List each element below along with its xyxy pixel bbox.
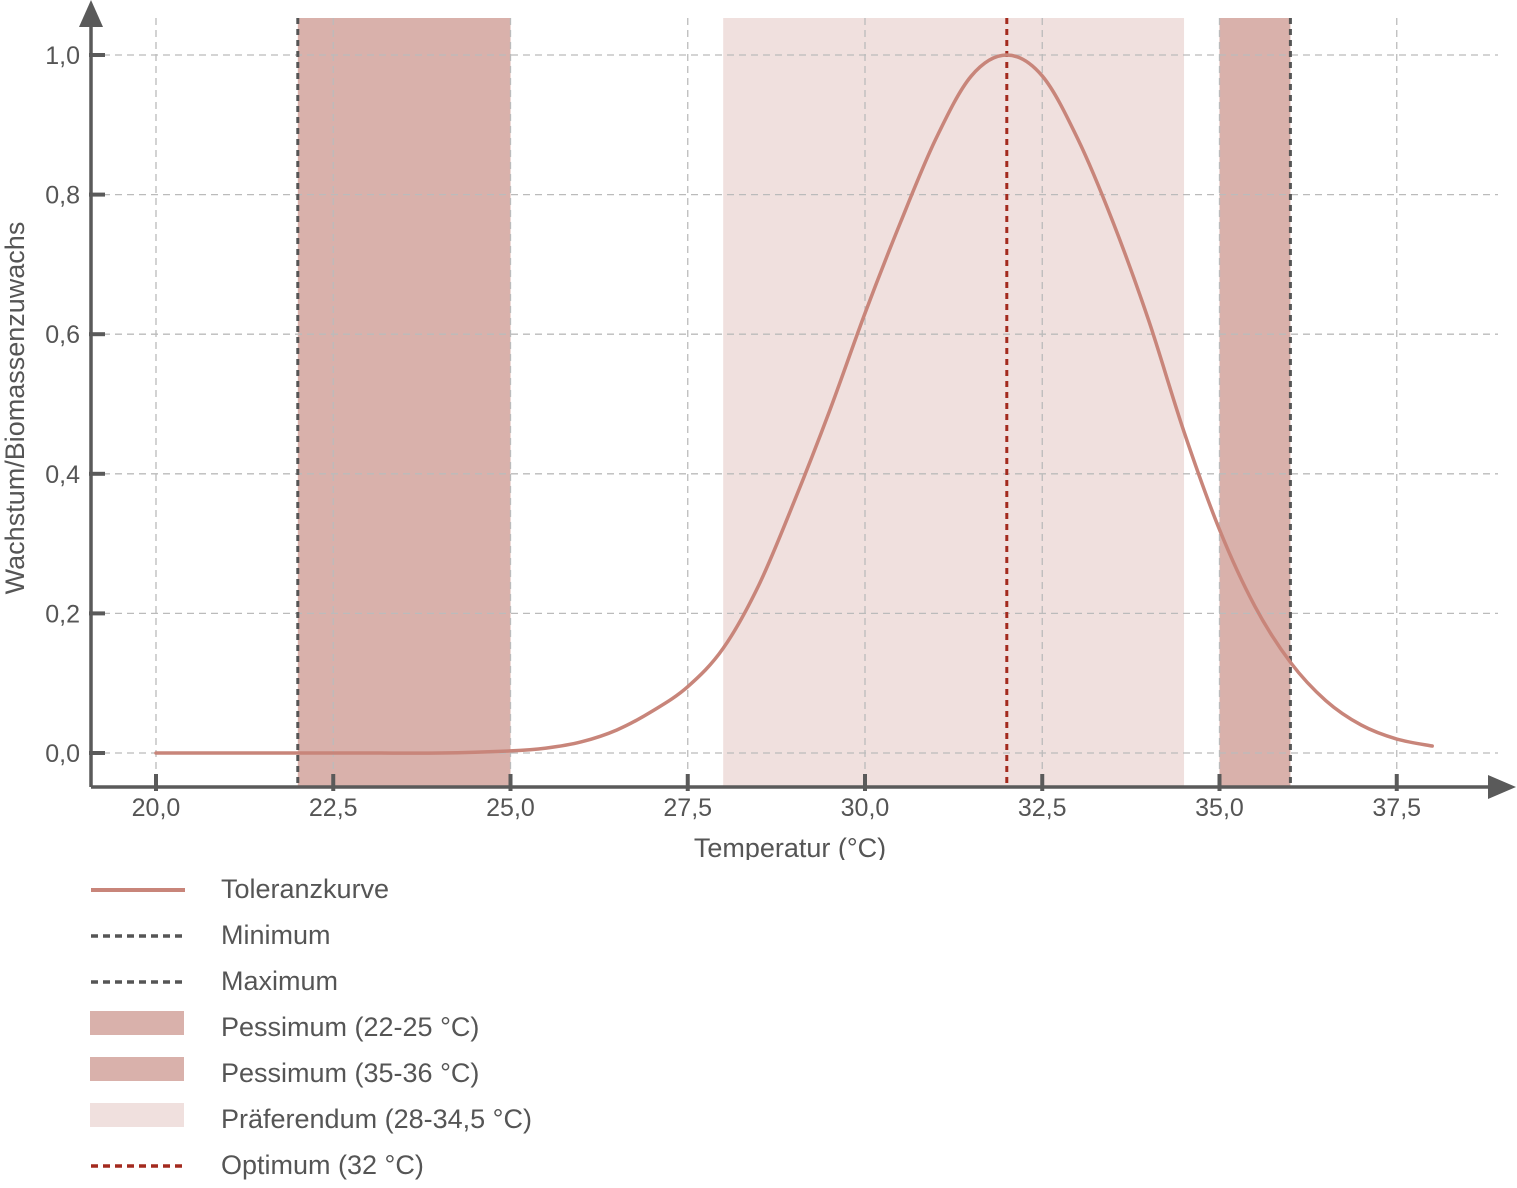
legend-item: Pessimum (35-36 °C) — [90, 1050, 790, 1096]
band-pr-ferendum-28-34-5-c — [723, 18, 1185, 787]
legend-label: Optimum (32 °C) — [221, 1150, 424, 1180]
legend-item: Präferendum (28-34,5 °C) — [90, 1096, 790, 1142]
legend-label: Minimum — [221, 920, 331, 950]
axis-layer — [79, 0, 1516, 799]
y-tick-label: 0,4 — [45, 461, 80, 489]
y-tick-label: 0,8 — [45, 182, 80, 210]
legend-swatch — [90, 1103, 184, 1127]
legend-label: Maximum — [221, 966, 339, 996]
x-tick-label: 37,5 — [1372, 794, 1421, 822]
series-line-toleranzkurve — [154, 53, 1434, 755]
legend-item: Minimum — [90, 912, 790, 958]
vline-layer — [296, 18, 1292, 787]
legend-item: Maximum — [90, 958, 790, 1004]
legend-item: Pessimum (22-25 °C) — [90, 1004, 790, 1050]
x-tick-label: 35,0 — [1195, 794, 1244, 822]
band-pessimum-22-25-c — [297, 18, 511, 787]
y-tick-label: 0,0 — [45, 740, 80, 768]
chart: 20,0 22,5 25,0 27,5 30,0 32,5 35,0 37,5 0,0 0,2 0,… — [0, 0, 1516, 860]
x-tick-label: 25,0 — [486, 794, 535, 822]
legend-label: Pessimum (35-36 °C) — [221, 1058, 480, 1088]
x-tick-label: 20,0 — [132, 794, 181, 822]
y-axis-title: Wachstum/Biomassenzuwachs — [0, 222, 30, 595]
legend-label: Präferendum (28-34,5 °C) — [221, 1104, 532, 1134]
y-tick-label: 1,0 — [45, 42, 80, 70]
legend: Toleranzkurve Minimum Maximum Pessimum (22-… — [90, 866, 790, 1188]
legend-swatch — [90, 1011, 184, 1035]
y-tick-label: 0,2 — [45, 600, 80, 628]
x-tick-label: 30,0 — [841, 794, 890, 822]
band-pessimum-35-36-c — [1219, 18, 1291, 787]
x-axis-title: Temperatur (°C) — [694, 833, 886, 860]
legend-swatch — [90, 1150, 186, 1180]
tick-layer: 20,0 22,5 25,0 27,5 30,0 32,5 35,0 37,5 0,0 0,2 0,… — [45, 42, 1421, 822]
series-layer — [154, 53, 1434, 755]
y-tick-label: 0,6 — [45, 321, 80, 349]
legend-swatch — [90, 1057, 184, 1081]
x-tick-label: 32,5 — [1018, 794, 1067, 822]
x-axis-arrow — [1488, 775, 1516, 799]
y-axis-arrow — [79, 0, 103, 27]
legend-item: Optimum (32 °C) — [90, 1142, 790, 1188]
x-tick-label: 22,5 — [309, 794, 358, 822]
x-tick-label: 27,5 — [663, 794, 712, 822]
legend-label: Toleranzkurve — [221, 874, 390, 904]
bands-layer — [297, 18, 1291, 787]
legend-item: Toleranzkurve — [90, 866, 790, 912]
legend-swatch — [90, 920, 186, 950]
legend-label: Pessimum (22-25 °C) — [221, 1012, 480, 1042]
legend-swatch — [90, 966, 186, 996]
legend-swatch — [90, 874, 186, 904]
